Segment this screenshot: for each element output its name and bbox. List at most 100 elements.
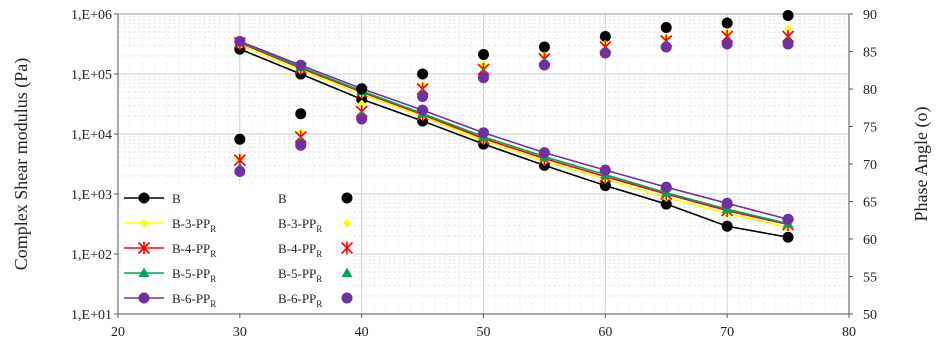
- data-point: [721, 220, 733, 232]
- data-point: [478, 127, 489, 139]
- left-tick-label: 1,E+02: [71, 248, 112, 263]
- legend-marker: [341, 192, 353, 204]
- data-point: [478, 72, 489, 84]
- left-tick-label: 1,E+04: [71, 128, 112, 143]
- data-point: [660, 181, 672, 193]
- data-point: [295, 139, 307, 151]
- right-tick-label: 60: [863, 233, 877, 248]
- legend-marker: [343, 218, 351, 228]
- data-point: [782, 10, 794, 21]
- legend-marker: [341, 292, 353, 304]
- series-b-6-pp-r-right: [234, 38, 794, 177]
- data-point: [538, 147, 550, 159]
- series-line: [239, 41, 789, 225]
- series-line: [239, 48, 789, 239]
- legend-label: B: [278, 191, 287, 206]
- legend-label: B-4-PPR: [172, 241, 216, 259]
- legend-label-subscript: R: [210, 249, 216, 259]
- x-tick-label: 70: [720, 325, 734, 340]
- data-point: [721, 197, 733, 209]
- x-tick-label: 80: [842, 325, 856, 340]
- data-point: [417, 91, 429, 102]
- data-point: [782, 231, 794, 243]
- legend-label: B-5-PPR: [172, 266, 216, 284]
- data-point: [356, 113, 368, 125]
- legend-label: B-6-PPR: [278, 291, 322, 309]
- data-point: [721, 38, 733, 50]
- right-tick-label: 55: [863, 271, 877, 286]
- data-point: [234, 166, 246, 177]
- legend-label: B-6-PPR: [172, 291, 216, 309]
- legend: B B B-3-PPR B-3-PPR B-4-PPR B-4-PPR B-5-PPR B-5…: [121, 184, 354, 312]
- left-y-axis: 1,E+01 1,E+02 1,E+03 1,E+04 1,E+05 1,E+06: [71, 8, 119, 323]
- right-tick-label: 90: [863, 8, 877, 23]
- data-point: [782, 38, 794, 50]
- data-point: [599, 180, 611, 192]
- series-b-6-pp-r-left: [234, 35, 794, 225]
- data-point: [538, 41, 550, 53]
- legend-marker: [341, 267, 353, 277]
- legend-marker: [138, 192, 150, 204]
- series-b-right: [234, 10, 794, 145]
- x-tick-label: 60: [598, 325, 612, 340]
- right-tick-label: 50: [863, 308, 877, 323]
- data-point: [599, 164, 611, 176]
- data-point: [295, 108, 307, 120]
- data-point: [357, 99, 366, 109]
- right-tick-label: 75: [863, 121, 877, 136]
- x-tick-label: 40: [355, 325, 369, 340]
- data-point: [417, 68, 429, 80]
- right-tick-label: 80: [863, 83, 877, 98]
- series-layer: [233, 10, 795, 243]
- data-point: [599, 47, 611, 59]
- x-tick-label: 20: [111, 325, 125, 340]
- right-tick-label: 85: [863, 46, 877, 61]
- right-tick-label: 70: [863, 158, 877, 173]
- data-point: [356, 93, 368, 105]
- legend-label-subscript: R: [210, 299, 216, 309]
- series-line: [239, 42, 789, 226]
- data-point: [660, 22, 672, 33]
- legend-label: B-5-PPR: [278, 266, 322, 284]
- x-axis: 20 30 40 50 60 70 80: [111, 313, 856, 340]
- right-axis-title: Phase Angle (o): [911, 107, 932, 222]
- legend-label-subscript: R: [316, 224, 322, 234]
- data-point: [478, 49, 489, 60]
- legend-marker: [138, 267, 150, 277]
- legend-label-subscript: R: [210, 224, 216, 234]
- data-point: [234, 133, 246, 145]
- data-point: [295, 59, 307, 71]
- data-point: [356, 83, 368, 95]
- data-point: [784, 24, 793, 34]
- data-point: [660, 198, 672, 210]
- data-point: [782, 213, 794, 225]
- right-tick-label: 65: [863, 196, 877, 211]
- legend-marker: [340, 241, 354, 255]
- data-point: [417, 104, 429, 116]
- legend-marker: [138, 292, 150, 304]
- left-tick-label: 1,E+05: [71, 68, 112, 83]
- legend-label-subscript: R: [316, 274, 322, 284]
- series-line: [239, 44, 789, 228]
- series-line: [239, 40, 789, 220]
- legend-marker: [140, 218, 148, 228]
- left-tick-label: 1,E+01: [71, 308, 112, 323]
- legend-label-subscript: R: [316, 249, 322, 259]
- legend-label: B-3-PPR: [172, 216, 216, 234]
- data-point: [234, 35, 246, 47]
- legend-label-subscript: R: [316, 299, 322, 309]
- right-y-axis: 50 55 60 65 70 75 80 85 90: [848, 8, 877, 323]
- left-axis-title: Complex Shear modulus (Pa): [11, 58, 32, 270]
- data-point: [660, 41, 672, 53]
- legend-label: B: [172, 191, 181, 206]
- data-point: [599, 31, 611, 42]
- x-tick-label: 30: [233, 325, 247, 340]
- data-point: [721, 17, 733, 29]
- x-tick-label: 50: [477, 325, 491, 340]
- legend-label: B-4-PPR: [278, 241, 322, 259]
- legend-marker: [137, 241, 151, 255]
- left-tick-label: 1,E+06: [71, 8, 112, 23]
- left-tick-label: 1,E+03: [71, 188, 112, 203]
- legend-label: B-3-PPR: [278, 216, 322, 234]
